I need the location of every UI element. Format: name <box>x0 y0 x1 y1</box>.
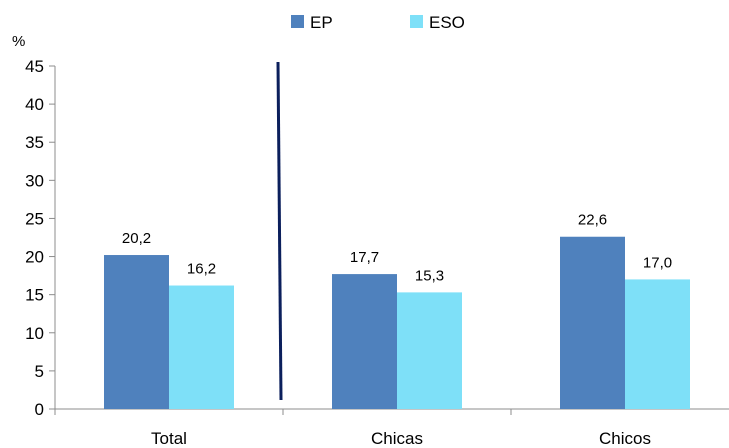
category-label: Total <box>151 429 187 448</box>
legend-swatch <box>291 15 304 28</box>
y-tick-label: 0 <box>35 400 44 419</box>
y-tick-label: 45 <box>25 57 44 76</box>
y-axis: 0 5 10 15 20 25 30 35 40 45 <box>25 57 56 419</box>
data-label: 16,2 <box>187 261 216 278</box>
data-label: 20,2 <box>122 230 151 247</box>
category-label: Chicos <box>599 429 651 448</box>
y-tick-label: 25 <box>25 209 44 228</box>
data-labels: 20,2 16,2 17,7 15,3 22,6 17,0 <box>122 212 672 285</box>
y-tick-label: 15 <box>25 286 44 305</box>
separator-line <box>276 61 283 401</box>
bar-eso-chicos <box>625 279 690 409</box>
data-label: 17,0 <box>643 254 672 271</box>
bar-eso-total <box>169 285 234 409</box>
bar-ep-chicos <box>560 236 625 409</box>
bars <box>104 236 690 409</box>
data-label: 15,3 <box>415 267 444 284</box>
bar-ep-chicas <box>332 274 397 409</box>
y-tick-label: 20 <box>25 248 44 267</box>
bar-ep-total <box>104 255 169 409</box>
legend-label: ESO <box>429 13 465 32</box>
legend: EP ESO <box>291 13 465 32</box>
y-tick-label: 5 <box>35 362 44 381</box>
y-tick-label: 35 <box>25 133 44 152</box>
y-axis-unit-label: % <box>12 33 25 50</box>
legend-label: EP <box>310 13 333 32</box>
x-axis: Total Chicas Chicos <box>54 408 729 448</box>
data-label: 22,6 <box>578 212 607 229</box>
legend-swatch <box>410 15 423 28</box>
category-label: Chicas <box>371 429 423 448</box>
data-label: 17,7 <box>350 249 379 266</box>
y-tick-label: 40 <box>25 95 44 114</box>
y-tick-label: 10 <box>25 324 44 343</box>
bar-eso-chicas <box>397 292 462 409</box>
y-tick-label: 30 <box>25 171 44 190</box>
